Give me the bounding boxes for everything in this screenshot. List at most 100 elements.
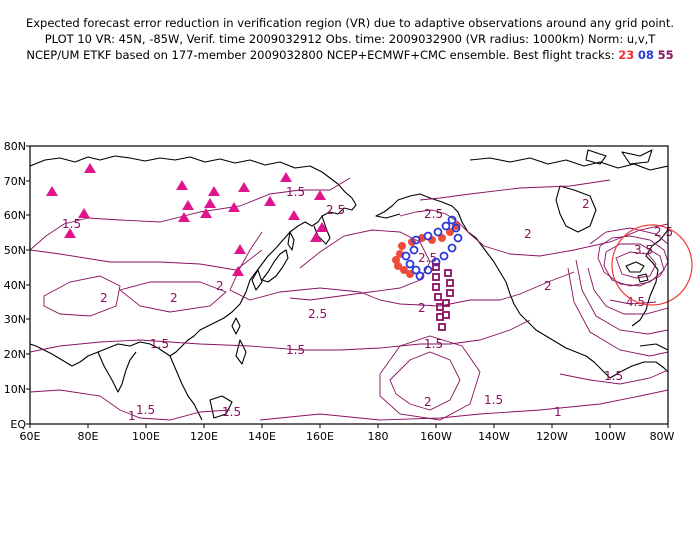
obs-triangle [46, 186, 58, 196]
contour-label: 3.5 [634, 243, 653, 257]
lon-label-100e: 100E [132, 430, 160, 443]
flight-track-55 [432, 263, 454, 331]
lat-label-20n: 20N [4, 348, 26, 361]
lon-label-60e: 60E [20, 430, 41, 443]
track-55-point [436, 303, 444, 311]
obs-triangle [314, 190, 326, 200]
aleutians-coast [375, 199, 401, 219]
lat-labels: 80N 70N 60N 50N 40N 30N 20N 10N EQ [4, 140, 27, 431]
lat-label-80n: 80N [4, 140, 26, 153]
lat-ticks [26, 145, 30, 425]
track-55-point [442, 311, 450, 319]
track-55-point [434, 293, 442, 301]
contour-1.5-east [559, 369, 668, 385]
na-east-coast [631, 229, 668, 327]
track-08-point [409, 245, 419, 255]
contour-label: 1.5 [604, 369, 623, 383]
obs-triangle [316, 222, 328, 232]
track-08-point [415, 271, 425, 281]
contour-3-vr [589, 227, 668, 245]
japan-coast [261, 249, 289, 283]
contour-label: 1.5 [150, 337, 169, 351]
contour-label: 1 [128, 409, 136, 423]
obs-triangle [84, 163, 96, 173]
sakhalin-coast [287, 231, 295, 251]
obs-triangle [232, 266, 244, 276]
track-08-point [411, 265, 421, 275]
contour-1.5-north [30, 177, 351, 251]
contour-2-pac [229, 231, 575, 307]
gulf-coast [609, 361, 668, 379]
borneo-coast [209, 395, 233, 419]
contour-1.5-arctic [419, 179, 611, 201]
contour-label: 1.5 [424, 337, 443, 351]
obs-triangle [204, 198, 216, 208]
title-line-3-text: NCEP/UM ETKF based on 177-member 2009032… [26, 48, 615, 62]
contour-label: 2 [216, 279, 224, 293]
lat-label-30n: 30N [4, 313, 26, 326]
lat-label-60n: 60N [4, 209, 26, 222]
track-23-point [394, 262, 402, 270]
obs-triangle [310, 232, 322, 242]
contour-2.5-vr [575, 259, 668, 335]
obs-triangle [234, 244, 246, 254]
lon-label-180: 180 [368, 430, 389, 443]
track-08-point [411, 235, 421, 245]
lon-label-140w: 140W [478, 430, 510, 443]
contour-label: 1 [554, 405, 562, 419]
arctic-islands [585, 149, 653, 165]
obs-triangle [200, 208, 212, 218]
lon-label-160w: 160W [420, 430, 452, 443]
track-23-point [400, 266, 408, 274]
track-08-point [423, 265, 433, 275]
contour-label-group: 1.5 1.5 2 2 2.5 2.5 2.5 2 2 1.5 1.5 1.5 … [62, 185, 673, 423]
obs-triangle [288, 210, 300, 220]
lon-ticks [29, 424, 669, 428]
contour-lines [30, 177, 668, 421]
track-55-point [438, 323, 446, 331]
lon-label-160e: 160E [306, 430, 334, 443]
track-55-point [432, 263, 440, 271]
track-08-point [453, 233, 463, 243]
contour-1.5-low [30, 389, 231, 421]
contour-label: 1.5 [62, 217, 81, 231]
contour-2-sib [30, 249, 263, 271]
contour-label: 1.5 [286, 343, 305, 357]
contour-label: 2.5 [308, 307, 327, 321]
eurasia-coast [30, 155, 357, 367]
lat-label-eq: EQ [10, 418, 26, 431]
hudson-bay-coast [555, 185, 597, 233]
track-23-point [446, 228, 454, 236]
verification-region-circle [611, 224, 693, 306]
contour-label: 1.5 [484, 393, 503, 407]
track-55-point [442, 299, 450, 307]
obs-triangle [264, 196, 276, 206]
lon-label-140e: 140E [248, 430, 276, 443]
track-55-point [446, 289, 454, 297]
india-coast [97, 351, 137, 393]
lon-label-120w: 120W [536, 430, 568, 443]
contour-label: 1.5 [222, 405, 241, 419]
lat-label-10n: 10N [4, 383, 26, 396]
obs-triangle [280, 172, 292, 182]
canada-arctic-coast [469, 157, 668, 171]
track-55-point [444, 269, 452, 277]
contour-4.5-vr [603, 243, 665, 287]
obs-triangle [176, 180, 188, 190]
contour-label: 2.5 [424, 207, 443, 221]
track-08-point [439, 251, 449, 261]
lon-label-120e: 120E [190, 430, 218, 443]
korea-coast [251, 269, 263, 291]
contour-2-sea2 [119, 281, 227, 313]
contour-label: 1.5 [136, 403, 155, 417]
indochina-coast [169, 355, 203, 421]
title-line-1: Expected forecast error reduction in ver… [25, 16, 675, 30]
track-23-point [398, 242, 406, 250]
contour-1.5-low-ring [379, 335, 481, 421]
flight-track-08 [401, 215, 463, 281]
contour-label: 2 [424, 395, 432, 409]
contour-label: 2 [170, 291, 178, 305]
obs-triangle [182, 200, 194, 210]
track-55-label: 55 [657, 48, 674, 62]
contour-2-vr [567, 267, 668, 357]
